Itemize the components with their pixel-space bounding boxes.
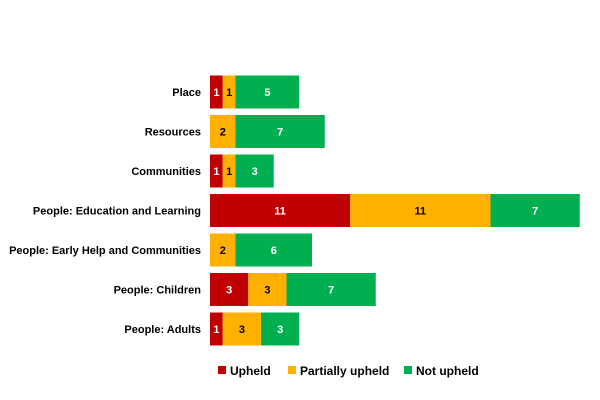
data-label-people-children-not-upheld: 7 bbox=[328, 285, 334, 297]
category-label-communities: Communities bbox=[131, 166, 201, 178]
data-label-people-children-upheld: 3 bbox=[226, 285, 232, 297]
legend-label-partially-upheld: Partially upheld bbox=[300, 364, 389, 378]
data-label-people-education-and-learning-partially-upheld: 11 bbox=[415, 206, 427, 218]
data-label-people-early-help-and-communities-not-upheld: 6 bbox=[271, 245, 277, 257]
legend-swatch-partially-upheld bbox=[288, 366, 296, 374]
category-label-people-education-and-learning: People: Education and Learning bbox=[33, 206, 201, 218]
legend-swatch-not-upheld bbox=[404, 366, 412, 374]
data-label-place-partially-upheld: 1 bbox=[226, 87, 232, 99]
data-label-people-adults-upheld: 1 bbox=[213, 324, 219, 336]
bar-people-early-help-and-communities-not-upheld bbox=[235, 233, 312, 267]
data-label-communities-not-upheld: 3 bbox=[252, 166, 258, 178]
category-label-place: Place bbox=[172, 87, 201, 99]
category-label-people-children: People: Children bbox=[114, 285, 202, 297]
data-label-communities-partially-upheld: 1 bbox=[226, 166, 232, 178]
data-label-people-early-help-and-communities-partially-upheld: 2 bbox=[220, 245, 226, 257]
category-label-people-early-help-and-communities: People: Early Help and Communities bbox=[9, 245, 201, 257]
bars-group: 1 1 52 71 1 311 11 72 63 3 71 3 3 bbox=[210, 75, 580, 346]
bar-resources-not-upheld bbox=[235, 115, 325, 148]
data-label-place-upheld: 1 bbox=[213, 87, 219, 99]
bar-place-not-upheld bbox=[235, 75, 300, 109]
legend-swatch-upheld bbox=[218, 366, 226, 374]
bar-people-early-help-and-communities-partially-upheld bbox=[210, 233, 236, 267]
bar-people-children-partially-upheld bbox=[248, 273, 287, 306]
legend: Upheld Partially upheld Not upheld bbox=[218, 364, 479, 378]
bar-place-upheld bbox=[210, 75, 223, 109]
data-label-people-education-and-learning-upheld: 11 bbox=[274, 206, 286, 218]
data-label-place-not-upheld: 5 bbox=[264, 87, 270, 99]
bar-people-education-and-learning-upheld bbox=[210, 194, 351, 227]
data-label-people-education-and-learning-not-upheld: 7 bbox=[532, 206, 538, 218]
legend-label-not-upheld: Not upheld bbox=[416, 364, 479, 378]
data-label-resources-not-upheld: 7 bbox=[277, 127, 283, 139]
category-label-resources: Resources bbox=[145, 127, 201, 139]
bar-people-adults-partially-upheld bbox=[222, 312, 261, 346]
bar-people-education-and-learning-not-upheld bbox=[490, 194, 580, 227]
data-label-people-adults-not-upheld: 3 bbox=[277, 324, 283, 336]
bar-communities-partially-upheld bbox=[222, 154, 236, 188]
bar-people-children-upheld bbox=[210, 273, 249, 306]
data-label-people-adults-partially-upheld: 3 bbox=[239, 324, 245, 336]
bar-people-adults-upheld bbox=[210, 312, 223, 346]
bar-people-education-and-learning-partially-upheld bbox=[350, 194, 491, 227]
data-label-communities-upheld: 1 bbox=[213, 166, 219, 178]
bar-resources-partially-upheld bbox=[210, 115, 236, 148]
legend-label-upheld: Upheld bbox=[230, 364, 271, 378]
bar-communities-not-upheld bbox=[235, 154, 274, 188]
bar-people-children-not-upheld bbox=[286, 273, 376, 306]
bar-communities-upheld bbox=[210, 154, 223, 188]
bar-place-partially-upheld bbox=[222, 75, 236, 109]
data-label-people-children-partially-upheld: 3 bbox=[264, 285, 270, 297]
category-labels: Place Resources Communities People: Educati… bbox=[9, 87, 201, 336]
data-label-resources-partially-upheld: 2 bbox=[220, 127, 226, 139]
bar-people-adults-not-upheld bbox=[261, 312, 300, 346]
category-label-people-adults: People: Adults bbox=[124, 324, 201, 336]
